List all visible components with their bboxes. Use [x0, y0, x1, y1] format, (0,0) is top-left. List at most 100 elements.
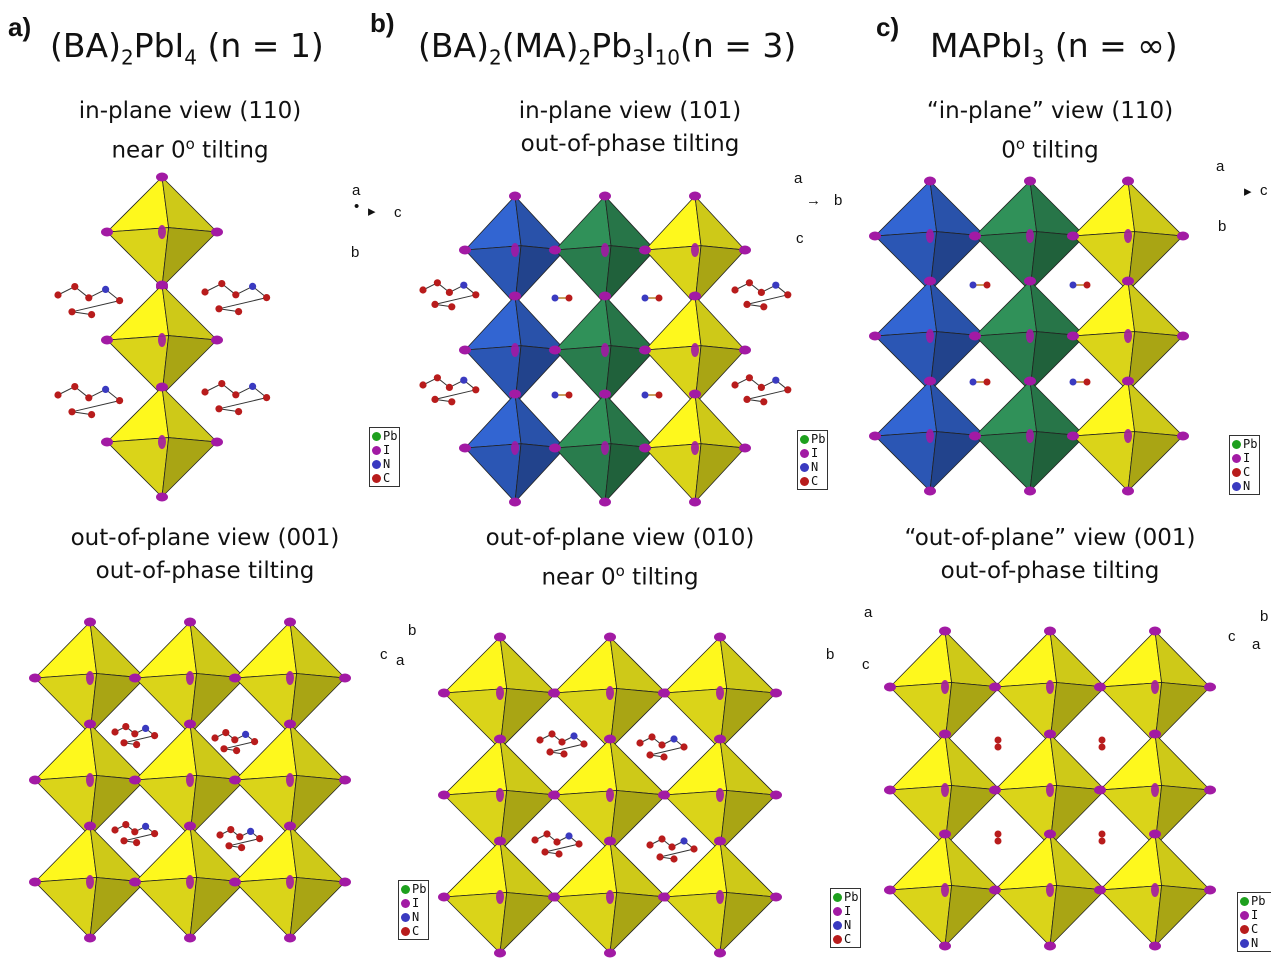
panel-c-letter: c): [876, 12, 900, 42]
iodine-atom: [1094, 785, 1106, 795]
iodine-atom: [714, 948, 726, 958]
carbon-atom: [120, 837, 128, 845]
iodine-atom: [1149, 829, 1161, 839]
iodine-atom: [689, 191, 701, 201]
iodine-atom: [438, 790, 450, 800]
carbon-atom: [1083, 378, 1091, 386]
iodine-atom: [969, 431, 981, 441]
carbon-atom: [445, 288, 453, 296]
iodine-atom: [926, 329, 934, 343]
octahedron-face: [1098, 733, 1163, 791]
iodine-atom: [969, 231, 981, 241]
iodine-atom: [599, 191, 611, 201]
octahedron-face: [662, 738, 728, 796]
carbon-atom: [116, 297, 124, 305]
carbon-atom: [1098, 736, 1106, 744]
nitrogen-atom: [242, 730, 250, 738]
nitrogen-atom: [772, 376, 780, 384]
carbon-atom: [541, 848, 549, 856]
carbon-atom: [580, 740, 588, 748]
octahedron-face: [1154, 732, 1212, 791]
iodine-atom: [29, 673, 41, 683]
octahedron-face: [161, 283, 219, 341]
carbon-atom: [655, 294, 663, 302]
iodine-atom: [924, 376, 936, 386]
iodine-atom: [459, 443, 471, 453]
iodine-atom: [639, 443, 651, 453]
iodine-atom: [714, 836, 726, 846]
octahedron-face: [929, 379, 987, 437]
nitrogen-atom: [249, 382, 257, 390]
carbon-atom: [472, 291, 480, 299]
octahedron-face: [644, 393, 702, 449]
octahedron-face: [189, 673, 246, 736]
nitrogen-atom: [680, 837, 688, 845]
carbon-atom: [116, 397, 124, 405]
octahedron-face: [552, 738, 618, 796]
carbon-atom: [448, 398, 456, 406]
organic-bond: [218, 397, 267, 410]
octahedron-face: [944, 885, 1001, 948]
nitrogen-atom: [565, 832, 573, 840]
axis-triad-icon: a ▸ c b: [1216, 158, 1268, 235]
carbon-atom: [472, 386, 480, 394]
carbon-atom: [760, 303, 768, 311]
octahedron-face: [944, 682, 1001, 745]
carbon-atom: [222, 729, 230, 737]
iodine-atom: [1024, 486, 1036, 496]
nitrogen-atom: [249, 282, 257, 290]
panel-c-bottom-caption: “out-of-plane” view (001) out-of-phase t…: [904, 525, 1196, 584]
carbon-atom: [431, 395, 439, 403]
iodine-atom: [211, 227, 223, 237]
carbon-atom: [1098, 743, 1106, 751]
iodine-atom: [989, 682, 1001, 692]
iodine-atom: [211, 437, 223, 447]
organic-bond: [434, 294, 476, 305]
carbon-atom: [983, 281, 991, 289]
iodine-atom: [511, 441, 519, 455]
iodine-atom: [604, 734, 616, 744]
iodine-atom: [1044, 729, 1056, 739]
iodine-atom: [548, 892, 560, 902]
octahedron-face: [604, 345, 656, 406]
iodine-atom: [606, 686, 614, 700]
iodine-atom: [29, 775, 41, 785]
octahedron-face: [1071, 380, 1136, 437]
iodine-atom: [1122, 276, 1134, 286]
panel-b-outofplane-structure: [438, 632, 782, 958]
iodine-atom: [284, 933, 296, 943]
iodine-atom: [989, 885, 1001, 895]
octahedron-face: [1049, 832, 1107, 891]
octahedron-face: [609, 635, 668, 694]
organic-bond: [659, 848, 695, 858]
iodine-atom: [689, 389, 701, 399]
iodine-atom: [1177, 231, 1189, 241]
carbon-atom: [233, 747, 241, 755]
iodine-atom: [939, 829, 951, 839]
carbon-atom: [232, 291, 240, 299]
carbon-atom: [85, 294, 93, 302]
octahedron-face: [694, 294, 747, 351]
iodine-atom: [1024, 276, 1036, 286]
octahedron-face: [1127, 231, 1184, 293]
iodine-atom: [601, 441, 609, 455]
octahedron-face: [604, 443, 656, 504]
iodine-atom: [1122, 486, 1134, 496]
iodine-atom: [1124, 329, 1132, 343]
octahedron-face: [929, 279, 987, 337]
octahedron-face: [1127, 431, 1184, 493]
iodine-atom: [599, 389, 611, 399]
octahedron-face: [973, 180, 1038, 237]
octahedron-face: [929, 231, 986, 293]
iodine-atom: [438, 892, 450, 902]
iodine-atom: [924, 276, 936, 286]
iodine-atom: [1067, 331, 1079, 341]
octahedron-face: [973, 280, 1038, 337]
nitrogen-atom: [570, 732, 578, 740]
octahedron-face: [888, 733, 953, 791]
iodine-atom: [284, 617, 296, 627]
carbon-atom: [122, 723, 130, 731]
carbon-atom: [218, 280, 226, 288]
iodine-atom: [1151, 783, 1159, 797]
octahedron-face: [514, 245, 566, 306]
